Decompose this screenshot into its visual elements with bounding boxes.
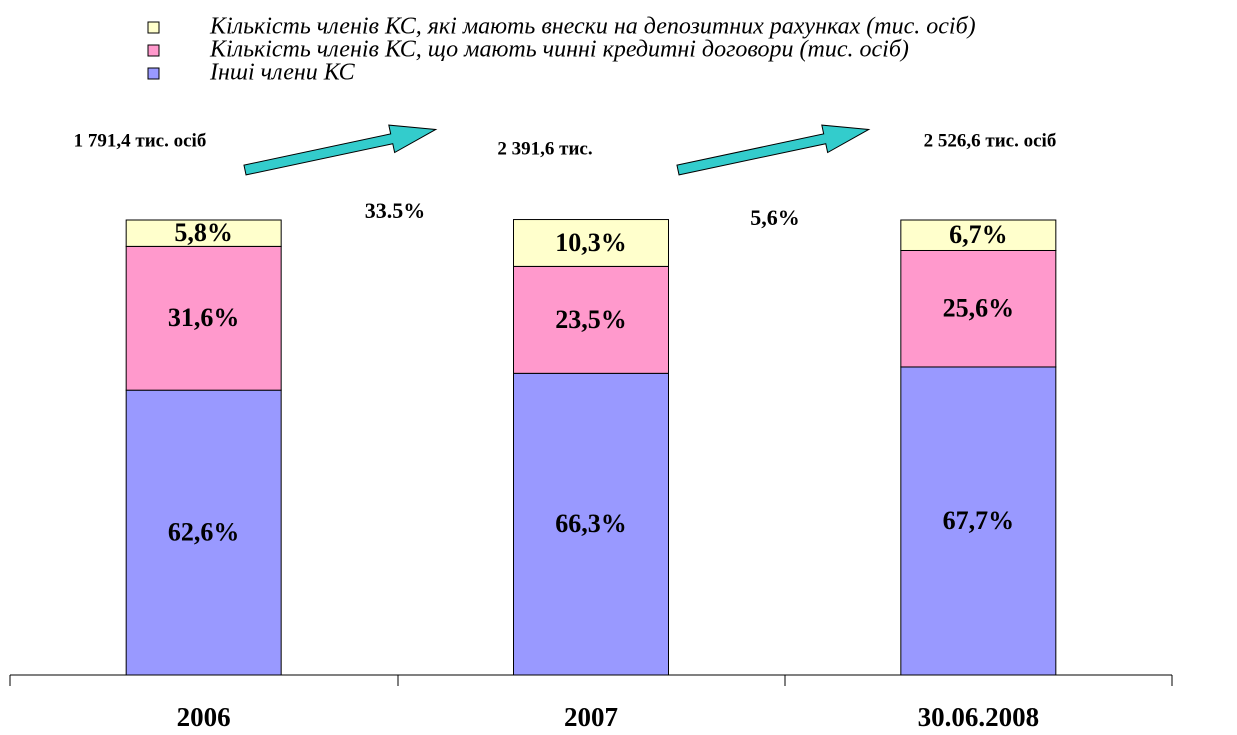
x-tick-label: 2007 bbox=[564, 702, 618, 732]
value-label: 62,6% bbox=[168, 518, 240, 547]
annotation: 2 526,6 тис. осіб bbox=[924, 130, 1057, 151]
bar-segment bbox=[513, 265, 669, 374]
value-label: 25,6% bbox=[943, 294, 1015, 323]
legend-label: Інші члени КС bbox=[209, 60, 356, 86]
legend-label: Кількість членів КС, що мають чинні кред… bbox=[209, 37, 909, 63]
bar-segment bbox=[513, 372, 669, 676]
value-label: 67,7% bbox=[943, 506, 1015, 535]
value-label: 66,3% bbox=[555, 509, 627, 538]
value-label: 5,8% bbox=[174, 218, 233, 247]
legend-label: Кількість членів КС, які мають внески на… bbox=[209, 14, 976, 40]
annotation: 1 791,4 тис. осіб bbox=[74, 130, 207, 151]
value-label: 10,3% bbox=[555, 228, 627, 257]
growth-arrow bbox=[676, 124, 871, 176]
bar-segment bbox=[125, 389, 282, 676]
bar-segment bbox=[125, 219, 282, 247]
growth-arrow bbox=[243, 124, 438, 176]
value-label: 31,6% bbox=[168, 303, 240, 332]
value-label: 6,7% bbox=[949, 220, 1008, 249]
legend-swatch bbox=[147, 67, 160, 80]
bar-segment bbox=[513, 219, 669, 267]
legend-swatch bbox=[147, 44, 160, 57]
bar-segment bbox=[900, 249, 1057, 368]
bar-segment bbox=[900, 366, 1057, 676]
annotation: 33.5% bbox=[365, 198, 426, 223]
bar-segment bbox=[900, 219, 1057, 251]
x-tick-label: 2006 bbox=[177, 702, 231, 732]
annotation: 2 391,6 тис. bbox=[497, 138, 592, 159]
bar-segment bbox=[125, 245, 282, 391]
legend-swatch bbox=[147, 21, 160, 34]
annotation: 5,6% bbox=[750, 205, 800, 230]
x-tick-label: 30.06.2008 bbox=[918, 702, 1040, 732]
value-label: 23,5% bbox=[555, 305, 627, 334]
